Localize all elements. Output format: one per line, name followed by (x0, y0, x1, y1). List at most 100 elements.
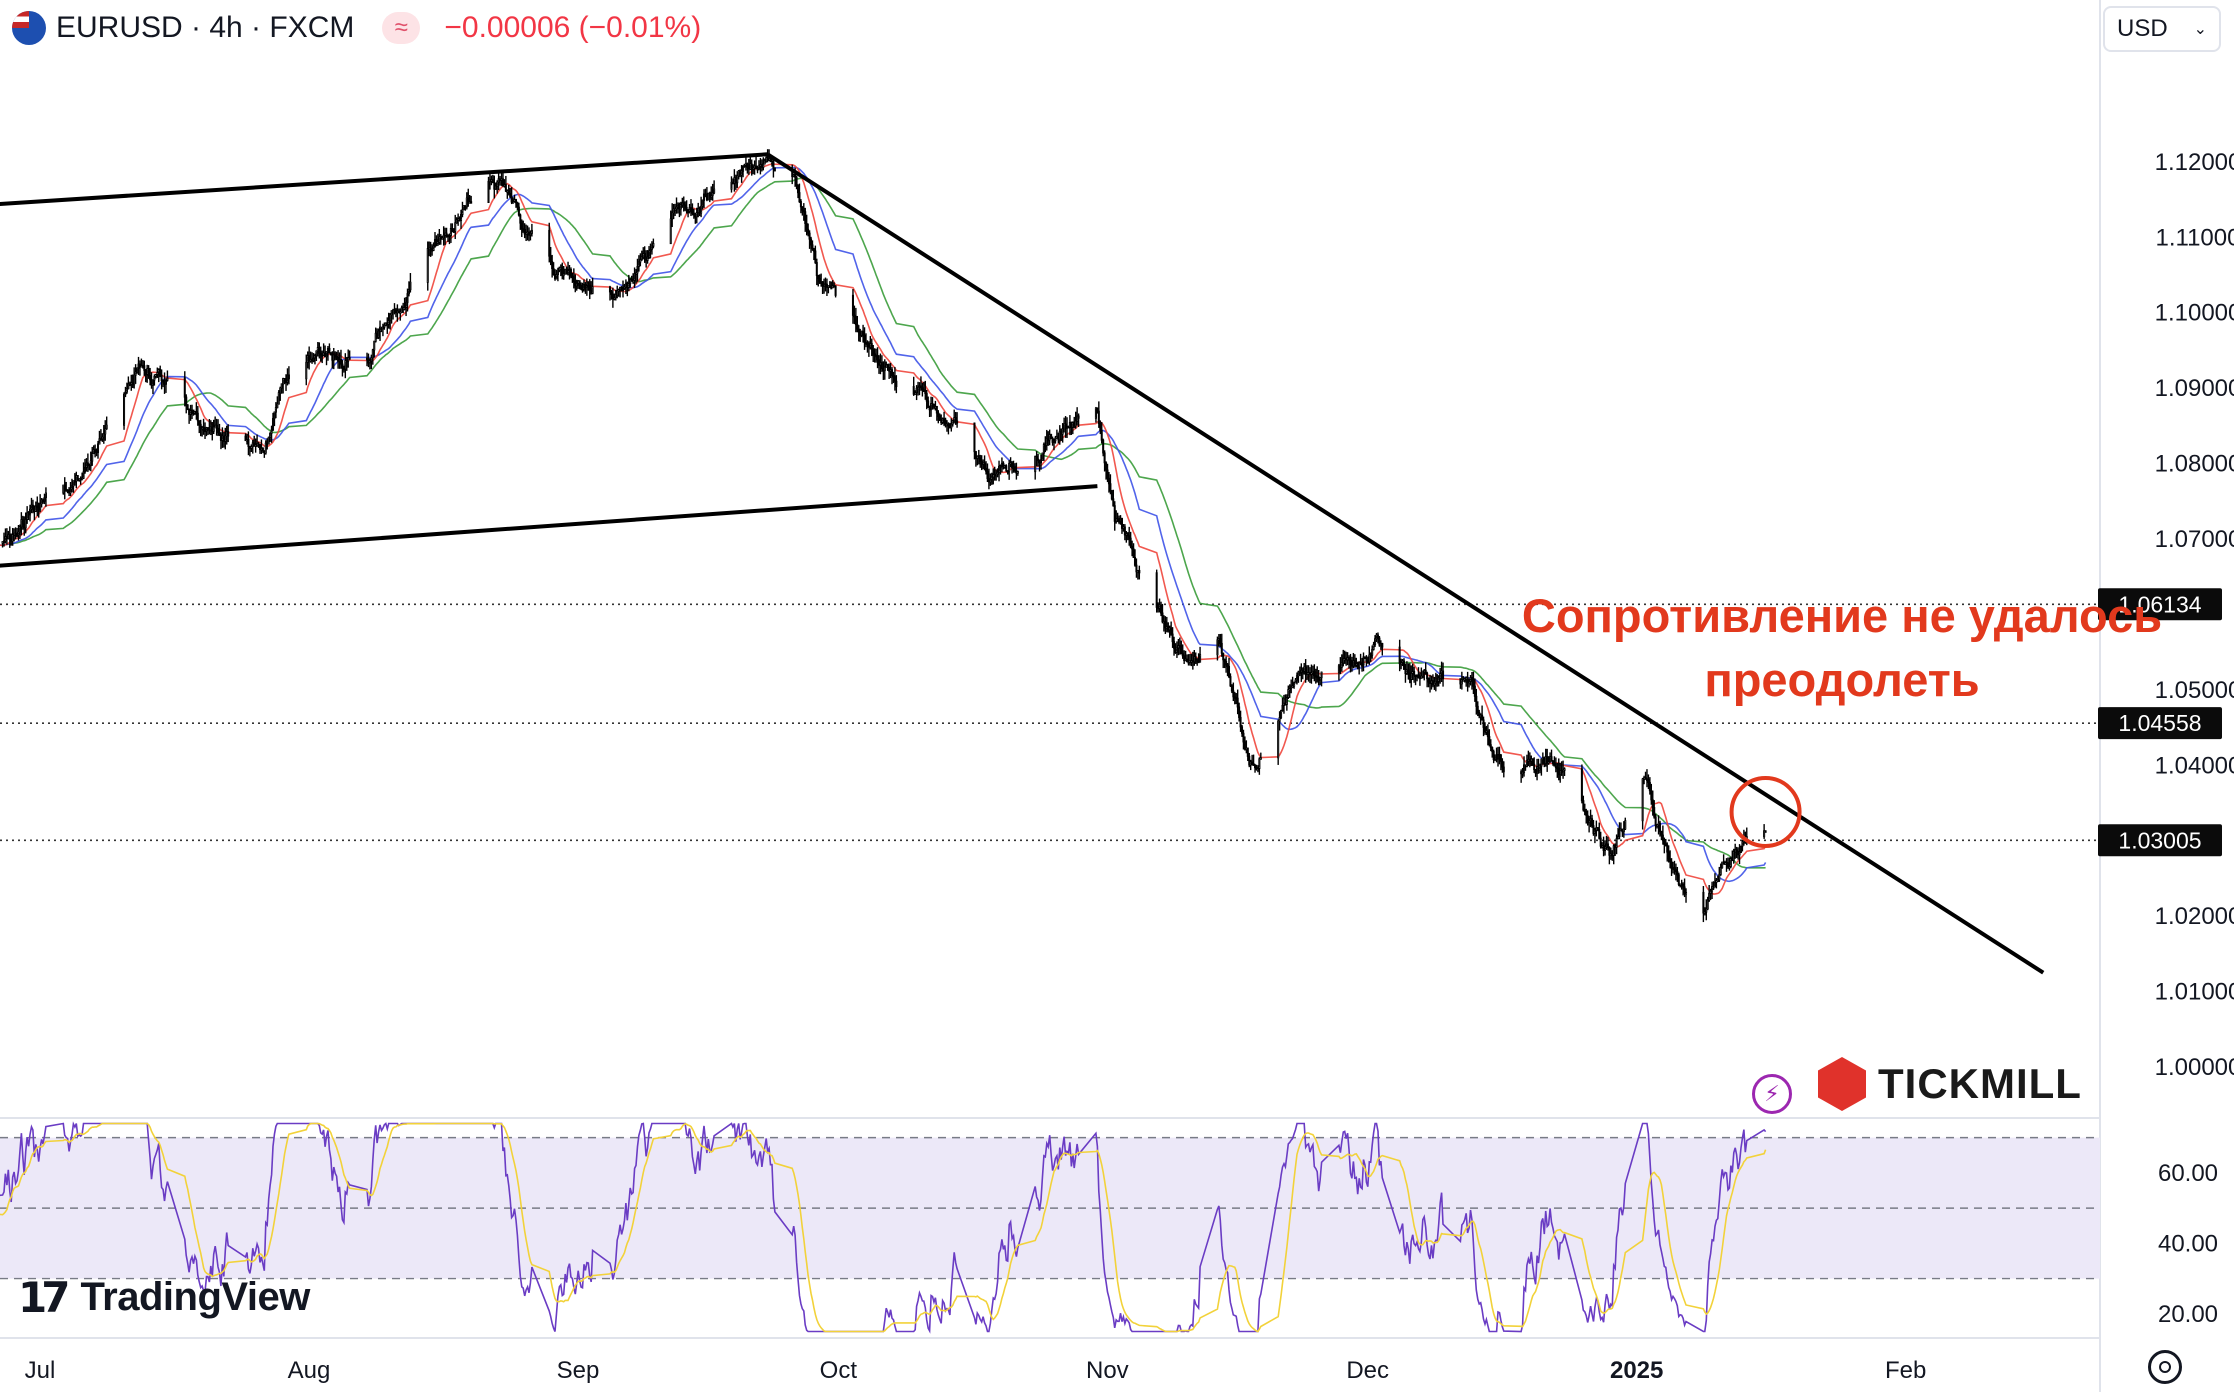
candle-body (1291, 685, 1294, 688)
candle-body (522, 228, 525, 231)
candle-body (559, 266, 562, 270)
candle-body (68, 489, 71, 494)
candle-body (810, 238, 813, 246)
candle-body (912, 386, 915, 395)
candle-body (928, 406, 931, 411)
candle-body (1725, 862, 1728, 865)
candle-body (224, 435, 227, 442)
candle-body (429, 247, 432, 251)
candle-body (96, 443, 100, 453)
candle-body (30, 504, 33, 510)
candle-body (1051, 438, 1054, 443)
candle-body (750, 163, 753, 170)
candle-body (886, 364, 889, 369)
candle-body (801, 206, 804, 211)
candle-body (1724, 862, 1727, 865)
candle-body (306, 355, 309, 363)
candle-body (163, 380, 166, 385)
tradingview-logo[interactable]: 17 TradingView (18, 1272, 310, 1322)
candle-body (993, 474, 996, 477)
candle-body (608, 286, 612, 293)
candle-body (862, 330, 865, 336)
candle-body (1540, 758, 1543, 767)
candle-body (530, 229, 533, 234)
candle-body (1161, 612, 1164, 623)
candle-body (206, 427, 209, 430)
candle-body (1615, 838, 1618, 848)
candle-body (1598, 829, 1601, 839)
candle-body (36, 505, 39, 508)
candle-body (196, 412, 199, 422)
candle-body (711, 192, 714, 197)
candle-body (75, 475, 78, 482)
candle-body (312, 357, 315, 362)
candle-body (11, 534, 14, 542)
candle-body (1068, 421, 1071, 428)
candle-body (92, 449, 95, 455)
candle-body (65, 489, 68, 492)
candle-body (260, 447, 263, 451)
candle-body (1706, 899, 1709, 910)
candle-body (467, 197, 470, 203)
candle-body (1196, 659, 1199, 662)
candle-body (804, 211, 807, 224)
symbol-title[interactable]: EURUSD · 4h · FXCM (56, 11, 355, 44)
candle-body (989, 478, 992, 483)
candle-body (688, 207, 691, 212)
candle-body (510, 196, 513, 203)
bolt-icon[interactable]: ⚡ (1752, 1074, 1792, 1114)
approx-icon[interactable]: ≈ (382, 12, 421, 44)
candle-body (258, 444, 262, 450)
candle-body (1738, 851, 1741, 856)
candle-body (627, 283, 630, 288)
currency-select[interactable]: USD ⌄ (2103, 6, 2221, 52)
candle-body (1604, 846, 1607, 851)
candle-body (1379, 642, 1382, 646)
candle-body (1352, 660, 1355, 667)
candle-body (1705, 908, 1708, 913)
candle-body (195, 410, 198, 414)
candle-body (309, 358, 312, 362)
candle-body (399, 311, 402, 314)
candle-body (1669, 858, 1672, 863)
rsi-ma-line (0, 1122, 1767, 1333)
candle-body (710, 195, 713, 198)
candle-body (444, 232, 447, 236)
candle-body (1277, 720, 1280, 759)
candle-body (1223, 659, 1226, 662)
candle-body (870, 343, 873, 350)
candle-body (2, 540, 6, 543)
candle-body (17, 531, 20, 536)
candle-body (1470, 677, 1473, 681)
candle-body (452, 230, 455, 233)
candle-body (744, 163, 747, 166)
candle-body (947, 423, 950, 427)
candle-body (1190, 660, 1193, 663)
candle-body (376, 332, 379, 338)
candle-body (454, 222, 457, 232)
candle-body (1427, 678, 1430, 683)
candle-body (245, 439, 248, 442)
candle-body (637, 261, 640, 267)
candle-body (555, 274, 558, 280)
candle-body (889, 369, 892, 372)
candle-body (1362, 656, 1365, 666)
candle-body (697, 208, 700, 214)
candle-body (1193, 656, 1196, 663)
candle-body (938, 416, 941, 420)
candle-body (824, 283, 827, 286)
candle-body (146, 368, 149, 375)
candle-body (189, 410, 192, 415)
price-tick-label: 1.07000 (2155, 526, 2234, 553)
candle-body (488, 179, 491, 183)
candle-body (890, 369, 894, 377)
candle-body (1527, 758, 1530, 762)
settings-icon[interactable] (2148, 1350, 2182, 1384)
candle-body (1050, 434, 1053, 440)
candle-body (1501, 760, 1504, 768)
candle-body (1661, 834, 1664, 841)
candle-body (1679, 883, 1682, 886)
candle-body (1592, 825, 1595, 834)
candle-body (1133, 556, 1137, 566)
